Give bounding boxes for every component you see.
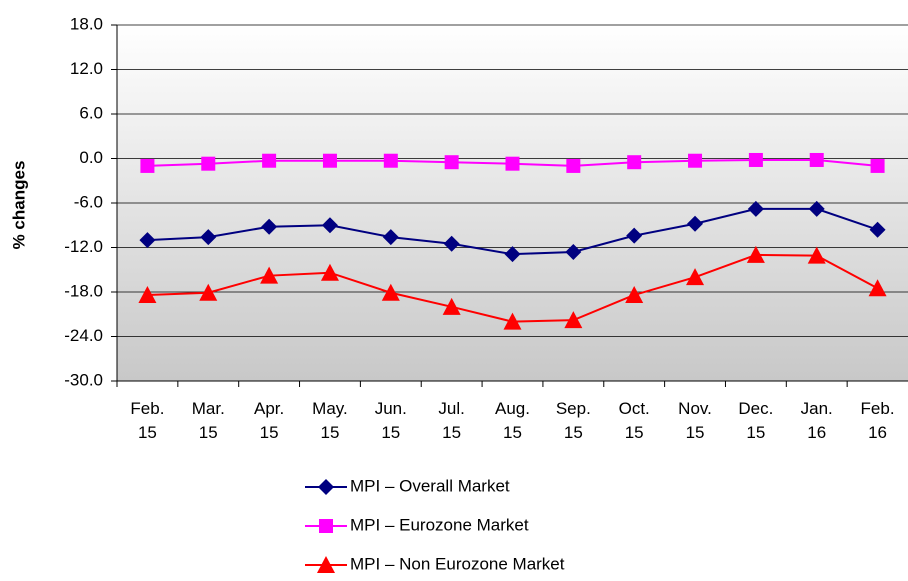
y-tick-label: 0.0 — [79, 148, 103, 167]
marker — [382, 229, 399, 246]
marker — [444, 155, 459, 170]
marker — [200, 229, 217, 246]
marker — [870, 158, 885, 173]
y-tick-label: 12.0 — [70, 59, 103, 78]
marker — [443, 235, 460, 252]
marker — [807, 246, 826, 264]
marker — [505, 156, 520, 171]
marker — [381, 283, 400, 301]
legend-label: MPI – Eurozone Market — [350, 515, 529, 534]
marker — [138, 285, 157, 303]
marker — [564, 311, 583, 329]
marker — [688, 153, 703, 168]
y-tick-label: -18.0 — [64, 281, 103, 300]
legend-label: MPI – Overall Market — [350, 476, 510, 495]
marker — [261, 218, 278, 235]
marker — [626, 227, 643, 244]
marker — [318, 479, 334, 495]
x-tick-label: Jul. 15 — [438, 399, 465, 442]
y-tick-label: 18.0 — [70, 14, 103, 33]
marker — [383, 153, 398, 168]
x-tick-label: Sep. 15 — [555, 399, 591, 442]
x-tick-label: Feb. 16 — [860, 399, 895, 442]
y-tick-label: -24.0 — [64, 326, 103, 345]
marker — [566, 158, 581, 173]
y-tick-label: -30.0 — [64, 370, 103, 389]
marker — [321, 217, 338, 234]
marker — [503, 312, 522, 330]
marker — [317, 556, 335, 573]
x-tick-label: Oct. 15 — [618, 399, 650, 442]
marker — [747, 200, 764, 217]
marker — [260, 266, 279, 284]
x-tick-label: Dec. 15 — [738, 399, 774, 442]
marker — [687, 215, 704, 232]
marker — [748, 152, 763, 167]
y-axis-label: % changes — [9, 161, 28, 250]
marker — [809, 152, 824, 167]
marker — [320, 263, 339, 281]
marker — [686, 268, 705, 286]
marker — [262, 153, 277, 168]
marker — [139, 232, 156, 249]
marker — [140, 158, 155, 173]
marker — [625, 285, 644, 303]
x-tick-label: Jun. 15 — [374, 399, 407, 442]
marker — [319, 519, 333, 533]
marker — [322, 153, 337, 168]
marker — [201, 156, 216, 171]
x-tick-label: Nov. 15 — [678, 399, 712, 442]
x-tick-label: Aug. 15 — [495, 399, 530, 442]
marker — [565, 243, 582, 260]
legend-label: MPI – Non Eurozone Market — [350, 554, 565, 573]
x-tick-label: Mar. 15 — [191, 399, 225, 442]
marker — [869, 221, 886, 238]
y-tick-label: -6.0 — [74, 192, 103, 211]
y-tick-label: 6.0 — [79, 103, 103, 122]
marker — [746, 245, 765, 263]
marker — [504, 246, 521, 263]
x-tick-label: Feb. 15 — [130, 399, 165, 442]
x-tick-label: May. 15 — [312, 399, 348, 442]
x-tick-label: Jan. 16 — [800, 399, 833, 442]
marker — [808, 200, 825, 217]
marker — [868, 279, 887, 297]
marker — [442, 297, 461, 315]
y-tick-label: -12.0 — [64, 237, 103, 256]
marker — [627, 155, 642, 170]
marker — [199, 283, 218, 301]
x-tick-label: Apr. 15 — [253, 399, 285, 442]
